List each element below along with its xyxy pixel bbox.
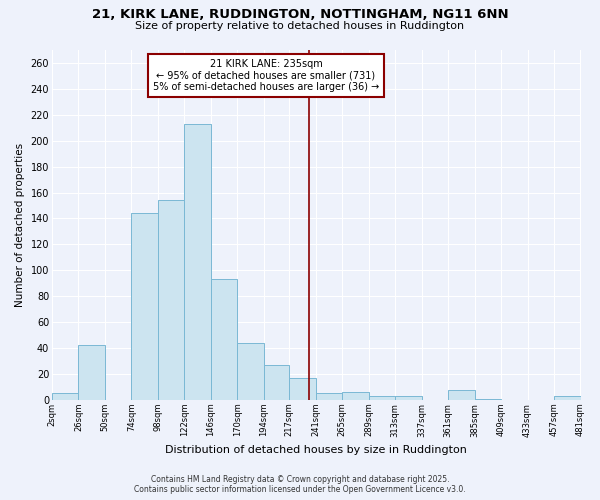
Bar xyxy=(131,214,158,400)
Bar xyxy=(289,378,316,400)
Bar xyxy=(79,346,105,400)
Bar xyxy=(475,398,501,400)
Bar xyxy=(368,396,395,400)
Bar xyxy=(554,396,581,400)
Text: 21 KIRK LANE: 235sqm
← 95% of detached houses are smaller (731)
5% of semi-detac: 21 KIRK LANE: 235sqm ← 95% of detached h… xyxy=(153,58,379,92)
Bar xyxy=(316,394,342,400)
Text: Size of property relative to detached houses in Ruddington: Size of property relative to detached ho… xyxy=(136,21,464,31)
Bar xyxy=(158,200,184,400)
Bar xyxy=(264,365,289,400)
Bar xyxy=(184,124,211,400)
X-axis label: Distribution of detached houses by size in Ruddington: Distribution of detached houses by size … xyxy=(165,445,467,455)
Bar xyxy=(211,280,238,400)
Bar xyxy=(52,394,79,400)
Bar xyxy=(342,392,368,400)
Bar xyxy=(448,390,475,400)
Text: Contains HM Land Registry data © Crown copyright and database right 2025.
Contai: Contains HM Land Registry data © Crown c… xyxy=(134,474,466,494)
Bar xyxy=(238,343,264,400)
Y-axis label: Number of detached properties: Number of detached properties xyxy=(15,143,25,307)
Text: 21, KIRK LANE, RUDDINGTON, NOTTINGHAM, NG11 6NN: 21, KIRK LANE, RUDDINGTON, NOTTINGHAM, N… xyxy=(92,8,508,20)
Bar xyxy=(395,396,422,400)
